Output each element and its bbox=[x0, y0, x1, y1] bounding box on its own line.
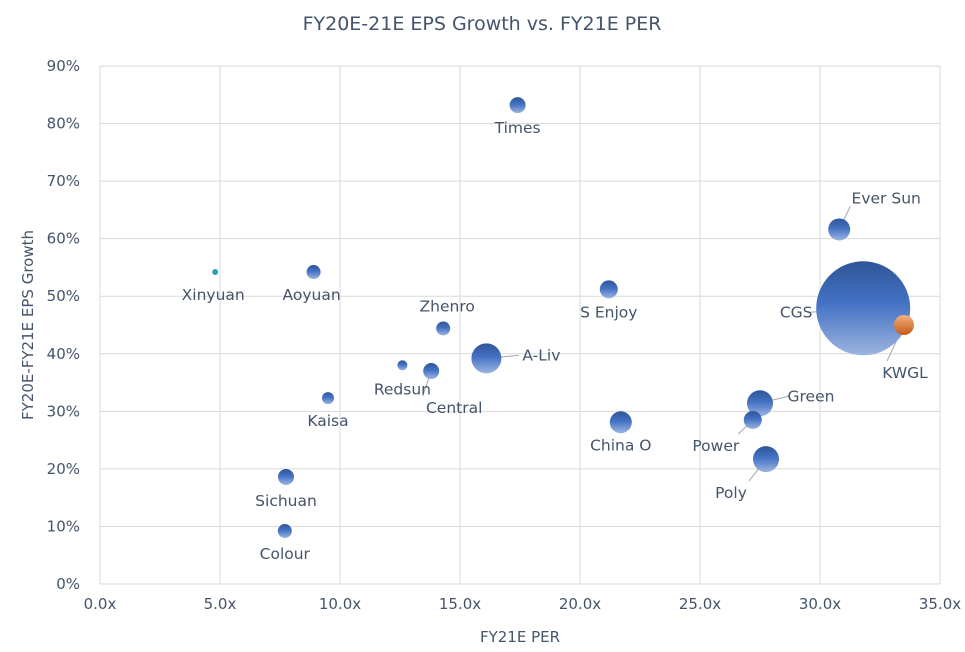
x-axis-label: FY21E PER bbox=[480, 628, 560, 646]
data-label: KWGL bbox=[882, 364, 928, 382]
data-label: Poly bbox=[715, 484, 747, 502]
bubble-aoyuan[interactable] bbox=[306, 265, 321, 280]
bubble-kwgl[interactable] bbox=[894, 315, 914, 335]
data-label: Ever Sun bbox=[852, 189, 921, 207]
leader-lines bbox=[422, 206, 905, 482]
y-tick-label: 0% bbox=[56, 575, 80, 593]
bubble-poly[interactable] bbox=[753, 446, 779, 473]
bubble-cgs[interactable] bbox=[816, 261, 911, 356]
bubble-colour[interactable] bbox=[277, 524, 292, 539]
bubble-xinyuan[interactable] bbox=[212, 269, 219, 276]
bubble-sichuan[interactable] bbox=[278, 468, 294, 485]
y-tick-label: 90% bbox=[47, 57, 80, 75]
x-tick-label: 25.0x bbox=[679, 595, 721, 613]
data-label: Kaisa bbox=[307, 412, 348, 430]
y-tick-label: 40% bbox=[47, 345, 80, 363]
bubble-power[interactable] bbox=[743, 410, 762, 429]
data-label: Green bbox=[788, 387, 835, 405]
bubble-s-enjoy[interactable] bbox=[599, 280, 618, 299]
bubble-china-o[interactable] bbox=[609, 411, 632, 434]
bubble-zhenro[interactable] bbox=[436, 321, 451, 336]
data-label: A-Liv bbox=[522, 346, 560, 364]
data-label: Sichuan bbox=[255, 492, 317, 510]
y-axis-label: FY20E-FY21E EPS Growth bbox=[19, 230, 37, 420]
y-tick-label: 20% bbox=[47, 460, 80, 478]
y-tick-labels: 0% 10% 20% 30% 40% 50% 60% 70% 80% 90% bbox=[47, 57, 80, 593]
data-label: Central bbox=[426, 399, 482, 417]
bubble-times[interactable] bbox=[509, 97, 526, 114]
x-tick-label: 15.0x bbox=[439, 595, 481, 613]
y-tick-label: 70% bbox=[47, 172, 80, 190]
bubble-central[interactable] bbox=[423, 363, 440, 380]
x-tick-label: 10.0x bbox=[319, 595, 361, 613]
y-tick-label: 60% bbox=[47, 230, 80, 248]
data-label: Zhenro bbox=[420, 297, 475, 315]
gridlines bbox=[99, 65, 941, 585]
x-tick-labels: 0.0x 5.0x 10.0x 15.0x 20.0x 25.0x 30.0x 35.0x bbox=[84, 595, 962, 613]
data-label: China O bbox=[590, 436, 651, 454]
data-labels: Times Ever Sun Xinyuan Aoyuan S Enjoy CGS KWGL… bbox=[182, 119, 928, 563]
bubble-green[interactable] bbox=[747, 390, 773, 417]
data-label: Times bbox=[494, 119, 541, 137]
y-tick-label: 30% bbox=[47, 402, 80, 420]
y-tick-label: 10% bbox=[47, 517, 80, 535]
data-label: Xinyuan bbox=[182, 286, 245, 304]
y-tick-label: 50% bbox=[47, 287, 80, 305]
x-tick-label: 30.0x bbox=[799, 595, 841, 613]
bubble-ever-sun[interactable] bbox=[828, 218, 851, 241]
x-tick-label: 0.0x bbox=[84, 595, 117, 613]
x-tick-label: 5.0x bbox=[204, 595, 237, 613]
bubble-kaisa[interactable] bbox=[322, 392, 334, 405]
chart-title: FY20E-21E EPS Growth vs. FY21E PER bbox=[303, 13, 662, 35]
data-label: Aoyuan bbox=[283, 286, 341, 304]
bubble-a-liv[interactable] bbox=[471, 343, 502, 374]
bubbles bbox=[212, 97, 914, 539]
x-tick-label: 20.0x bbox=[559, 595, 601, 613]
data-label: Power bbox=[692, 437, 739, 455]
x-tick-label: 35.0x bbox=[919, 595, 961, 613]
y-tick-label: 80% bbox=[47, 115, 80, 133]
data-label: Colour bbox=[260, 545, 311, 563]
bubble-redsun[interactable] bbox=[397, 360, 408, 371]
data-label: S Enjoy bbox=[580, 303, 637, 321]
data-label: CGS bbox=[780, 303, 813, 321]
data-label: Redsun bbox=[374, 380, 431, 398]
